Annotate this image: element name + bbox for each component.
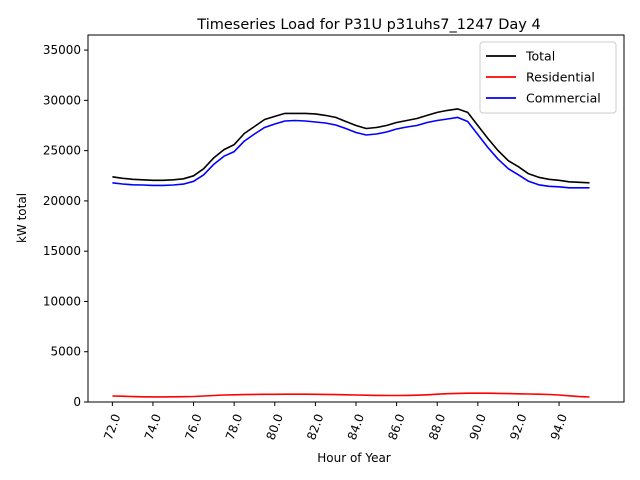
y-tick-label: 10000: [43, 294, 81, 308]
legend-label-total: Total: [525, 49, 555, 64]
series-line-residential: [112, 392, 590, 398]
y-tick-label: 25000: [43, 144, 81, 158]
y-tick-label: 0: [73, 395, 81, 409]
plot-area: [112, 108, 590, 398]
y-tick-label: 30000: [43, 93, 81, 107]
legend-box: [479, 41, 617, 114]
chart-title: Timeseries Load for P31U p31uhs7_1247 Da…: [196, 17, 540, 33]
series-line-commercial: [112, 116, 590, 189]
series-line-total: [112, 108, 590, 184]
legend-label-commercial: Commercial: [526, 91, 601, 106]
x-axis-label: Hour of Year: [317, 451, 391, 465]
y-tick-label: 15000: [43, 244, 81, 258]
y-tick-label: 20000: [43, 194, 81, 208]
y-axis: 0 5000 10000 15000 20000 25000 30000 35000: [43, 43, 88, 409]
y-axis-label: kW total: [15, 193, 29, 243]
y-tick-label: 35000: [43, 43, 81, 57]
legend: Total Residential Commercial: [479, 41, 617, 114]
legend-label-residential: Residential: [526, 70, 595, 85]
y-tick-label: 5000: [50, 345, 81, 359]
